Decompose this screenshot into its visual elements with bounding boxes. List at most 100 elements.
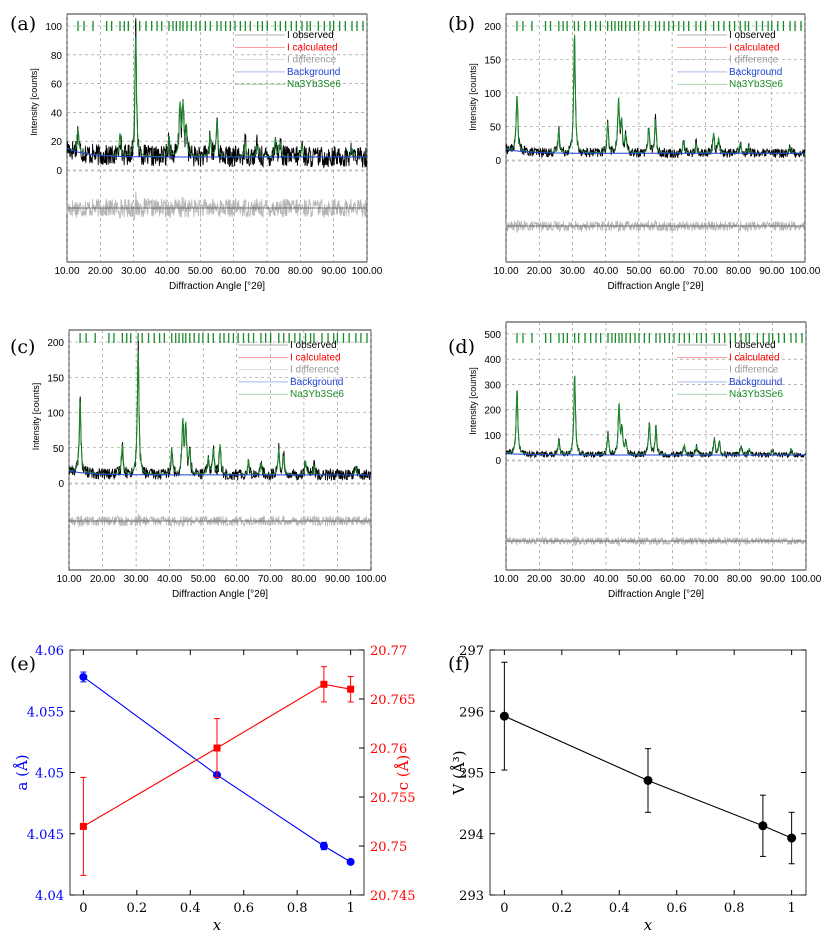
y-tick-label: 4.06 — [35, 644, 64, 659]
x-tick-label: 10.00 — [56, 574, 81, 585]
y-tick-label: 50 — [490, 123, 502, 134]
y-tick-label: 60 — [51, 80, 63, 91]
x-tick-label: 0.6 — [233, 901, 254, 916]
legend-entry: Na3Yb3Se6 — [290, 389, 344, 400]
y-axis-title: Intensity [counts] — [468, 63, 478, 131]
background-trace — [66, 147, 367, 158]
x-tick-label: 20.00 — [90, 574, 115, 585]
x-tick-label: 100.00 — [356, 574, 387, 585]
y-tick-label: 293 — [459, 889, 484, 904]
data-point — [79, 822, 87, 830]
legend-entry: I difference — [290, 365, 340, 376]
x-tick-label: 0.2 — [551, 901, 572, 916]
x-tick-label: 60.00 — [660, 574, 685, 585]
data-point — [643, 775, 653, 785]
x-tick-label: 10.00 — [54, 266, 79, 277]
y-tick-label: 296 — [459, 705, 484, 720]
x-tick-label: 20.00 — [527, 266, 552, 277]
plot-frame — [505, 13, 806, 263]
x-axis-title: Diffraction Angle [°2θ] — [607, 281, 703, 292]
legend-entry: I calculated — [729, 352, 780, 363]
y-tick-label: 150 — [47, 373, 64, 384]
y-tick-label: 300 — [484, 380, 501, 391]
legend-entry: Background — [287, 67, 340, 78]
y-tick-label: 295 — [459, 767, 484, 782]
y-tick-label: 4.04 — [35, 889, 64, 904]
y-tick-label: 0 — [495, 456, 501, 467]
x-tick-label: 0.8 — [287, 901, 308, 916]
difference-trace — [68, 513, 371, 528]
data-point — [320, 680, 328, 688]
x-tick-label: 80.00 — [727, 574, 752, 585]
y-tick-label: 500 — [484, 330, 501, 341]
x-tick-label: 1 — [346, 901, 354, 916]
legend-entry: I difference — [287, 55, 337, 66]
y-tick-label: 50 — [53, 444, 65, 455]
x-tick-label: 40.00 — [154, 266, 179, 277]
x-tick-label: 50.00 — [188, 266, 213, 277]
x-axis-title: x — [644, 916, 653, 934]
x-tick-label: 40.00 — [593, 266, 618, 277]
x-axis-title: Diffraction Angle [°2θ] — [172, 589, 268, 600]
y-axis-title: Intensity [counts] — [31, 383, 41, 451]
x-tick-label: 0.2 — [126, 901, 147, 916]
y-axis-title: c (Å) — [394, 755, 412, 791]
background-trace — [68, 470, 371, 476]
legend-entry: Background — [729, 377, 782, 388]
x-tick-label: 30.00 — [124, 574, 149, 585]
difference-trace — [66, 191, 367, 221]
plot-frame — [505, 321, 807, 571]
background-trace — [505, 148, 805, 154]
data-point — [758, 821, 768, 831]
x-tick-label: 80.00 — [726, 266, 751, 277]
legend-entry: I calculated — [287, 42, 338, 53]
plot-frame — [66, 13, 368, 263]
panel-a-xrd-chart: (a) 10.00 20.00 30.00 40.00 50.00 60.00 70.00 80… — [10, 13, 383, 292]
y-axis-title: V (Å³) — [450, 750, 468, 795]
y-tick-label: 20.745 — [370, 889, 416, 904]
x-tick-label: 90.00 — [321, 266, 346, 277]
x-tick-label: 50.00 — [627, 574, 652, 585]
x-tick-label: 30.00 — [560, 574, 585, 585]
y-tick-label: 4.055 — [27, 705, 64, 720]
x-tick-label: 1 — [787, 901, 795, 916]
x-tick-label: 70.00 — [258, 574, 283, 585]
series-line — [83, 676, 351, 863]
y-tick-label: 20.765 — [370, 693, 416, 708]
legend-entry: I calculated — [729, 42, 780, 53]
legend-entry: I difference — [729, 365, 779, 376]
x-tick-label: 80.00 — [291, 574, 316, 585]
legend-entry: I observed — [290, 340, 337, 351]
panel-e-lattice-chart: (e) 0 0.2 0.4 0.6 0.8 1 x 4.04 4.045 4.05 4.055 4.06… — [10, 644, 416, 934]
x-tick-label: 20.00 — [527, 574, 552, 585]
x-tick-label: 70.00 — [693, 574, 718, 585]
x-axis-title: Diffraction Angle [°2θ] — [608, 589, 704, 600]
y-tick-label: 20.77 — [370, 644, 407, 659]
y-tick-label: 0 — [56, 166, 62, 177]
x-tick-label: 70.00 — [254, 266, 279, 277]
data-point — [319, 842, 328, 850]
y-tick-label: 200 — [47, 338, 64, 349]
y-tick-label: 20.76 — [370, 742, 407, 757]
observed-trace — [505, 375, 807, 459]
x-tick-label: 0.6 — [666, 901, 687, 916]
panel-letter: (c) — [10, 336, 35, 358]
x-tick-label: 60.00 — [660, 266, 685, 277]
x-tick-label: 0 — [79, 901, 87, 916]
x-tick-label: 10.00 — [493, 266, 518, 277]
y-tick-label: 150 — [484, 56, 501, 67]
data-point — [499, 711, 509, 721]
x-tick-label: 10.00 — [493, 574, 518, 585]
y-tick-label: 20.75 — [370, 840, 407, 855]
y-tick-label: 40 — [51, 108, 63, 119]
y-tick-label: 200 — [484, 406, 501, 417]
y-tick-label: 400 — [484, 355, 501, 366]
y-tick-label: 297 — [459, 644, 484, 659]
x-tick-label: 0.4 — [180, 901, 201, 916]
y-tick-label: 0 — [495, 156, 501, 167]
panel-letter: (a) — [10, 13, 36, 35]
x-tick-label: 40.00 — [157, 574, 182, 585]
data-point — [79, 672, 88, 681]
y-tick-label: 4.05 — [35, 767, 64, 782]
